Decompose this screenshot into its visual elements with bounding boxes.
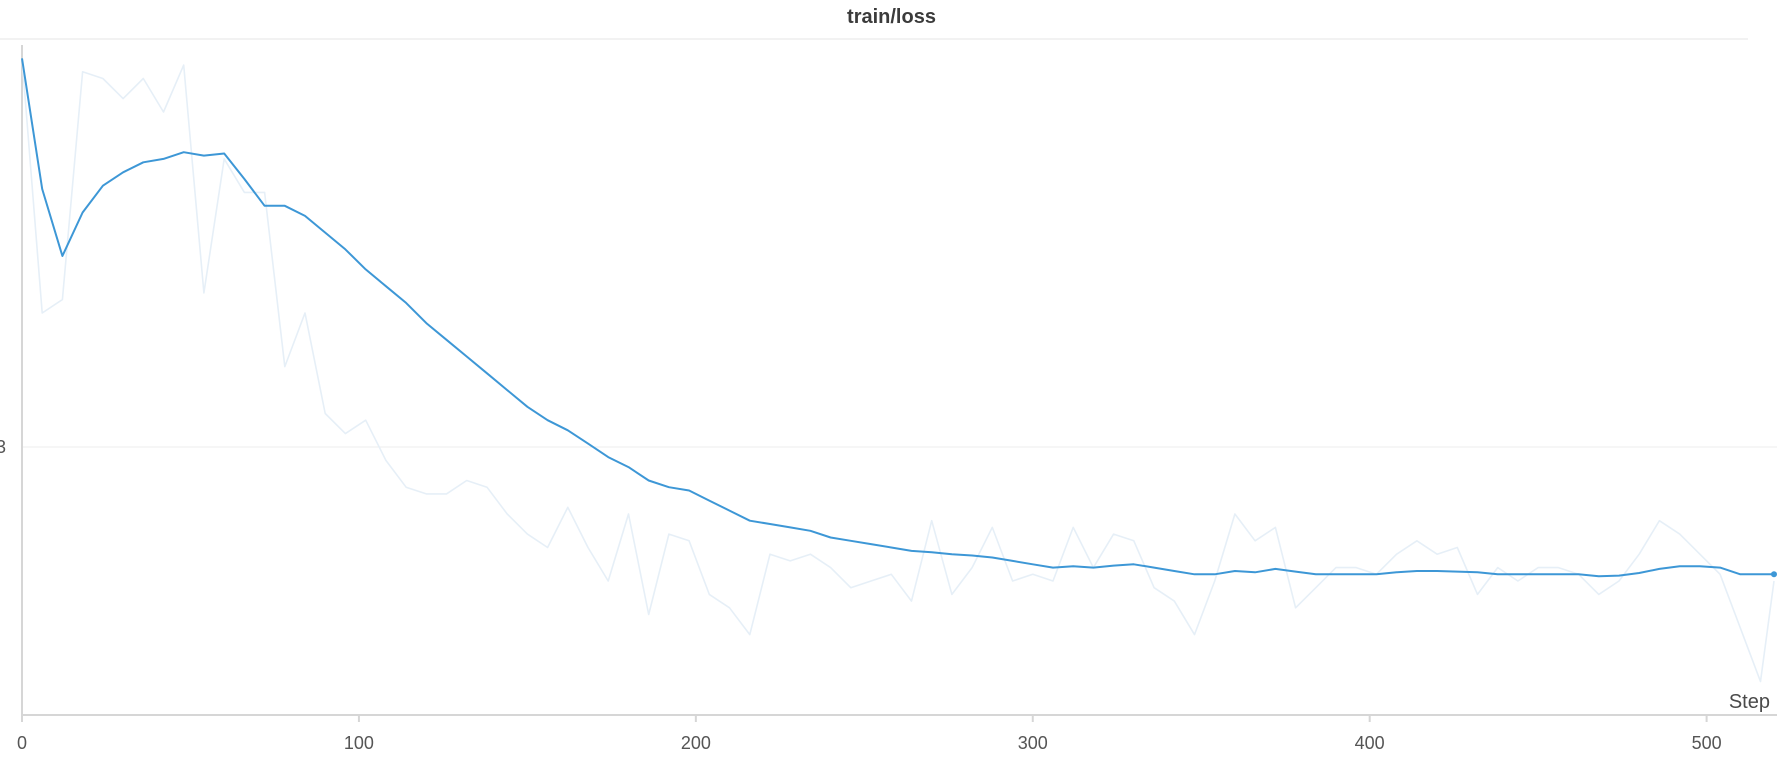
x-tick-label: 0 <box>17 733 27 753</box>
x-tick-label: 400 <box>1355 733 1385 753</box>
series-layer <box>21 58 1777 683</box>
y-tick-label: 3 <box>0 437 6 457</box>
x-tick-label: 300 <box>1018 733 1048 753</box>
chart-title: train/loss <box>847 6 936 28</box>
x-tick-label: 100 <box>344 733 374 753</box>
x-axis-title: Step <box>1729 691 1770 713</box>
x-tick-label: 500 <box>1692 733 1722 753</box>
tick-layer: 3 0 100 200 300 400 500 <box>0 437 1722 753</box>
last-point-marker[interactable] <box>1771 571 1777 578</box>
raw-series-line[interactable] <box>21 58 1775 683</box>
x-tick-label: 200 <box>681 733 711 753</box>
smoothed-series-line[interactable] <box>21 58 1774 578</box>
